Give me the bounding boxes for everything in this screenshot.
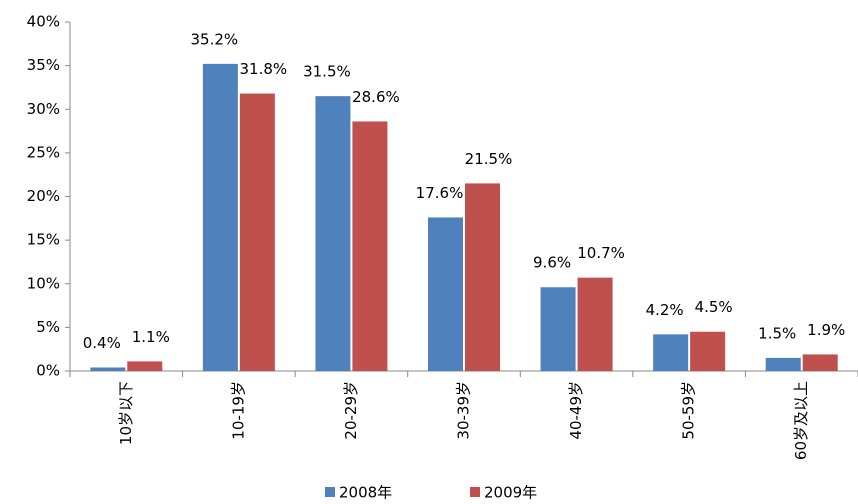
x-tick-label: 10岁以下: [117, 381, 135, 445]
bar: [352, 121, 388, 371]
y-tick-label: 30%: [27, 100, 60, 118]
data-label: 21.5%: [465, 150, 513, 168]
x-tick-label: 40-49岁: [567, 381, 585, 440]
data-label: 1.9%: [807, 321, 845, 339]
bar: [90, 367, 126, 371]
x-tick-label: 30-39岁: [455, 381, 473, 440]
y-tick-label: 15%: [27, 231, 60, 249]
bar: [802, 354, 838, 371]
y-tick-label: 40%: [27, 13, 60, 31]
data-label: 4.2%: [646, 301, 684, 319]
y-tick-label: 5%: [36, 318, 60, 336]
x-tick-label: 20-29岁: [342, 381, 360, 440]
bar: [765, 357, 801, 371]
bar: [465, 183, 500, 371]
bar: [315, 96, 351, 371]
legend-label: 2008年: [339, 484, 392, 502]
legend-label: 2009年: [484, 484, 537, 502]
y-tick-label: 10%: [27, 274, 60, 292]
legend-swatch: [325, 487, 335, 497]
data-label: 35.2%: [191, 30, 239, 48]
data-label: 4.5%: [695, 298, 733, 316]
data-label: 9.6%: [533, 254, 571, 272]
data-label: 1.1%: [132, 328, 170, 346]
bar: [690, 331, 726, 371]
legend-swatch: [470, 487, 480, 497]
y-tick-label: 25%: [27, 143, 60, 161]
x-tick-label: 50-59岁: [680, 381, 698, 440]
data-label: 31.5%: [303, 63, 351, 81]
data-label: 0.4%: [83, 334, 121, 352]
bar: [127, 361, 163, 371]
bar: [239, 93, 275, 372]
bar: [428, 217, 463, 371]
data-label: 31.8%: [240, 60, 288, 78]
bar: [577, 277, 613, 371]
x-tick-label: 10-19岁: [229, 381, 247, 440]
data-label: 17.6%: [416, 184, 464, 202]
y-tick-label: 0%: [36, 362, 60, 380]
y-tick-label: 20%: [27, 187, 60, 205]
bar: [540, 287, 576, 371]
data-label: 10.7%: [577, 244, 625, 262]
data-label: 1.5%: [758, 324, 796, 342]
x-tick-label: 60岁及以上: [792, 381, 810, 460]
y-tick-label: 35%: [27, 56, 60, 74]
data-label: 28.6%: [352, 88, 400, 106]
bar: [653, 334, 689, 371]
bar: [202, 63, 238, 371]
